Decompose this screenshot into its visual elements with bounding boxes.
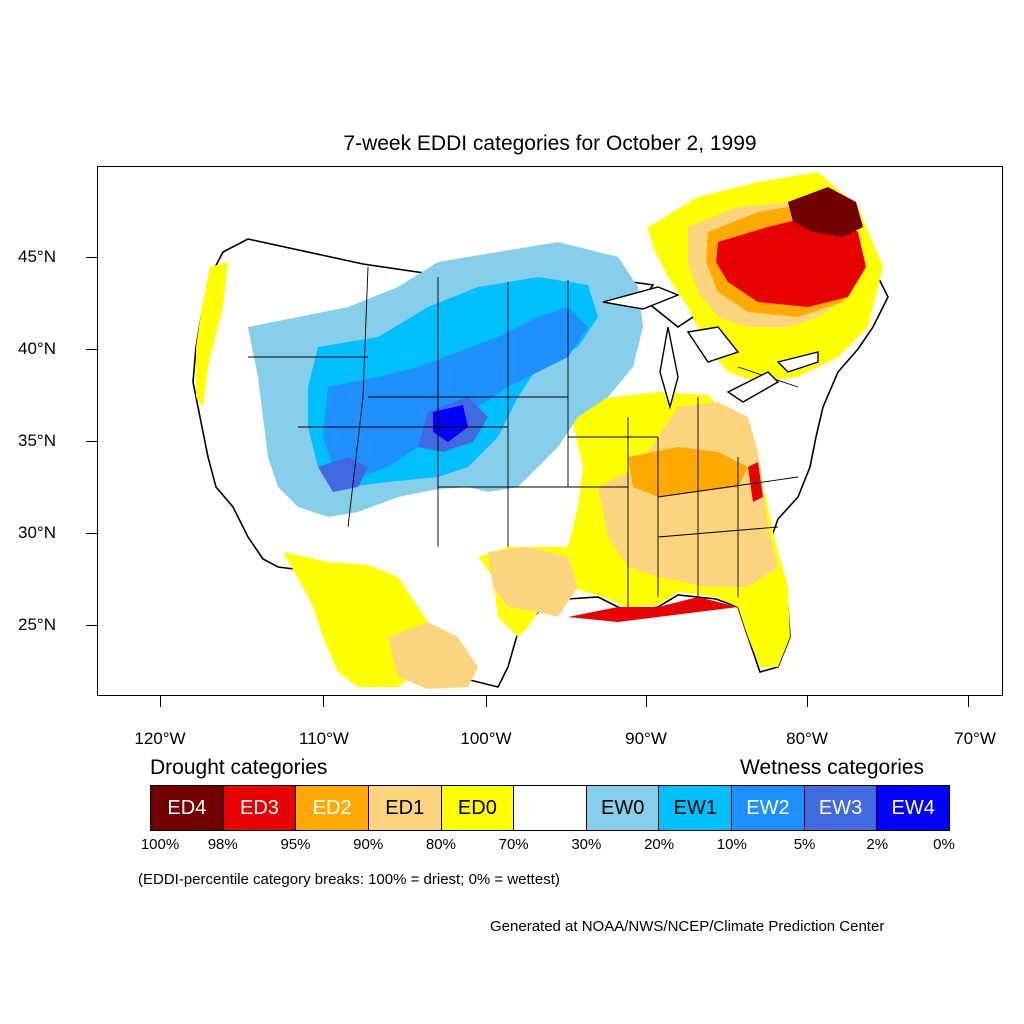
percentile-break-label: 2% bbox=[866, 836, 889, 853]
lon-tick bbox=[646, 696, 647, 707]
lon-tick bbox=[968, 696, 969, 707]
percentile-break-label: 100% bbox=[140, 836, 180, 853]
drought-heading: Drought categories bbox=[150, 756, 328, 779]
category-note: (EDDI-percentile category breaks: 100% =… bbox=[138, 871, 560, 888]
ed3-spot bbox=[748, 462, 763, 502]
lon-tick bbox=[323, 696, 324, 707]
legend-cell-ed4: ED4 bbox=[151, 786, 224, 830]
lat-tick bbox=[86, 533, 97, 534]
lat-label-45: 45°N bbox=[18, 247, 56, 266]
lon-tick bbox=[486, 696, 487, 707]
lon-label-70: 70°W bbox=[954, 729, 996, 748]
percentile-break-label: 98% bbox=[207, 836, 238, 853]
lat-label-40: 40°N bbox=[18, 339, 56, 358]
ed1-southeast bbox=[598, 402, 778, 587]
legend-cell-neutral bbox=[514, 786, 587, 830]
lat-tick bbox=[86, 441, 97, 442]
lat-label-35: 35°N bbox=[18, 431, 56, 450]
lon-tick bbox=[160, 696, 161, 707]
ed3-northeast bbox=[716, 212, 866, 307]
legend-cell-ed1: ED1 bbox=[368, 786, 442, 830]
legend-cell-ew4: EW4 bbox=[877, 786, 950, 830]
percentile-break-label: 95% bbox=[280, 836, 311, 853]
percentile-break-label: 0% bbox=[933, 836, 955, 853]
legend-cell-ew1: EW1 bbox=[659, 786, 733, 830]
percentile-break-label: 5% bbox=[793, 836, 816, 853]
percentile-break-label: 90% bbox=[353, 836, 384, 853]
percentile-break-label: 80% bbox=[425, 836, 456, 853]
ed0-westcoast bbox=[196, 262, 228, 407]
lon-tick bbox=[807, 696, 808, 707]
lat-tick bbox=[86, 257, 97, 258]
lat-tick bbox=[86, 349, 97, 350]
ed4-quebec bbox=[788, 187, 863, 237]
lon-label-90: 90°W bbox=[625, 729, 667, 748]
wetness-heading: Wetness categories bbox=[740, 756, 925, 779]
lat-label-25: 25°N bbox=[18, 615, 56, 634]
ed3-gulf bbox=[568, 597, 738, 622]
legend-cell-ew3: EW3 bbox=[804, 786, 878, 830]
legend-colorbar: ED4 ED3 ED2 ED1 ED0 EW0 EW1 EW2 EW3 EW4 bbox=[150, 785, 950, 831]
legend-cell-ew0: EW0 bbox=[586, 786, 660, 830]
percentile-break-label: 10% bbox=[716, 836, 747, 853]
lon-label-110: 110°W bbox=[299, 729, 349, 748]
state-lines bbox=[248, 266, 799, 607]
map-frame bbox=[97, 166, 1003, 696]
ed1-mexico bbox=[388, 622, 478, 689]
credit-line: Generated at NOAA/NWS/NCEP/Climate Predi… bbox=[490, 918, 885, 935]
lon-label-100: 100°W bbox=[460, 729, 512, 748]
ed1-texas bbox=[488, 547, 578, 617]
lon-label-120: 120°W bbox=[134, 729, 186, 748]
legend-cell-ed3: ED3 bbox=[223, 786, 297, 830]
great-lakes bbox=[602, 286, 819, 410]
lat-label-30: 30°N bbox=[18, 523, 56, 542]
legend-cell-ed0: ED0 bbox=[441, 786, 515, 830]
legend-cell-ed2: ED2 bbox=[296, 786, 369, 830]
map-title: 7-week EDDI categories for October 2, 19… bbox=[343, 132, 757, 155]
percentile-break-label: 30% bbox=[571, 836, 602, 853]
eddi-map bbox=[192, 172, 889, 689]
percentile-break-label: 70% bbox=[498, 836, 529, 853]
legend-cell-ew2: EW2 bbox=[732, 786, 805, 830]
percentile-break-label: 20% bbox=[644, 836, 675, 853]
ew2-plains bbox=[323, 307, 588, 477]
lon-label-80: 80°W bbox=[786, 729, 828, 748]
ew4-colorado bbox=[433, 405, 468, 442]
lat-tick bbox=[86, 625, 97, 626]
